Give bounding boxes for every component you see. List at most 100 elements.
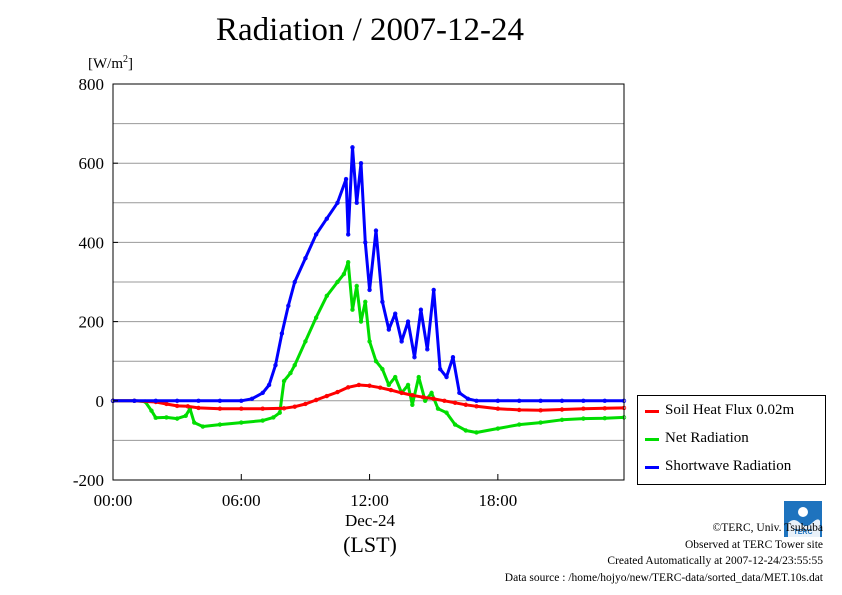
credits-source: Data source : /home/hojyo/new/TERC-data/… bbox=[504, 571, 823, 584]
data-point-0 bbox=[356, 382, 362, 388]
data-point-0 bbox=[378, 385, 383, 390]
data-point-0 bbox=[174, 403, 180, 409]
data-point-2 bbox=[153, 398, 158, 403]
data-point-2 bbox=[343, 176, 349, 182]
data-point-2 bbox=[239, 398, 244, 403]
data-point-1 bbox=[324, 293, 330, 299]
data-point-0 bbox=[239, 406, 244, 411]
data-point-1 bbox=[380, 366, 385, 372]
data-point-2 bbox=[474, 398, 479, 403]
data-point-1 bbox=[373, 359, 379, 364]
y-tick-label: 600 bbox=[79, 154, 105, 173]
data-point-1 bbox=[367, 339, 372, 344]
legend-label-net-radiation: Net Radiation bbox=[665, 430, 749, 446]
data-point-0 bbox=[388, 387, 394, 393]
series-line-1 bbox=[113, 260, 625, 434]
data-point-0 bbox=[335, 389, 340, 395]
data-point-0 bbox=[420, 395, 426, 400]
data-point-2 bbox=[517, 398, 522, 403]
data-point-2 bbox=[367, 287, 372, 293]
data-point-1 bbox=[277, 410, 282, 415]
series-group bbox=[110, 145, 627, 435]
data-point-1 bbox=[444, 410, 449, 415]
credits-created: Created Automatically at 2007-12-24/23:5… bbox=[607, 555, 823, 567]
data-point-2 bbox=[279, 331, 285, 336]
data-point-0 bbox=[431, 396, 436, 402]
data-point-0 bbox=[442, 398, 447, 403]
data-point-2 bbox=[354, 200, 359, 205]
data-point-1 bbox=[303, 339, 308, 344]
data-point-2 bbox=[217, 398, 223, 403]
data-point-2 bbox=[313, 232, 319, 237]
data-point-0 bbox=[410, 393, 415, 398]
data-point-1 bbox=[313, 315, 319, 320]
data-point-1 bbox=[345, 260, 351, 265]
data-point-1 bbox=[358, 319, 364, 324]
y-tick-label: 200 bbox=[79, 313, 105, 332]
data-point-1 bbox=[517, 422, 522, 427]
data-point-2 bbox=[393, 311, 398, 316]
data-point-2 bbox=[132, 398, 137, 403]
data-point-1 bbox=[559, 417, 565, 423]
data-point-0 bbox=[452, 400, 458, 405]
x-tick-label: 06:00 bbox=[222, 491, 261, 510]
data-point-1 bbox=[271, 415, 276, 420]
y-tick-label: -200 bbox=[73, 471, 104, 490]
data-point-1 bbox=[200, 424, 205, 429]
legend-item-shortwave-radiation: Shortwave Radiation bbox=[638, 456, 825, 478]
data-point-1 bbox=[602, 416, 607, 421]
data-point-0 bbox=[196, 405, 201, 411]
data-point-2 bbox=[465, 396, 471, 402]
logo-text: TERC bbox=[793, 529, 812, 536]
data-point-1 bbox=[260, 418, 265, 423]
x-tick-label: 12:00 bbox=[350, 491, 389, 510]
data-point-1 bbox=[581, 416, 586, 421]
data-point-1 bbox=[393, 374, 398, 380]
data-point-0 bbox=[538, 408, 543, 413]
credits-observed: Observed at TERC Tower site bbox=[684, 538, 823, 551]
x-ticks: 00:00 06:00 12:00 18:00 bbox=[94, 474, 517, 510]
data-point-2 bbox=[405, 319, 411, 324]
data-point-1 bbox=[416, 374, 421, 380]
legend-label-shortwave-radiation: Shortwave Radiation bbox=[665, 458, 792, 474]
data-point-2 bbox=[412, 355, 417, 360]
y-axis-unit: [W/m2] bbox=[88, 54, 133, 73]
data-point-1 bbox=[363, 299, 368, 304]
data-point-2 bbox=[538, 398, 543, 403]
data-point-2 bbox=[444, 374, 449, 380]
legend-item-net-radiation: Net Radiation bbox=[638, 428, 825, 450]
data-point-2 bbox=[350, 145, 355, 150]
data-point-2 bbox=[373, 228, 379, 233]
data-point-1 bbox=[164, 415, 169, 420]
data-point-2 bbox=[292, 279, 297, 285]
y-tick-label: 0 bbox=[96, 392, 105, 411]
data-point-2 bbox=[559, 398, 565, 403]
data-point-2 bbox=[358, 160, 364, 166]
data-point-2 bbox=[380, 299, 385, 304]
data-point-1 bbox=[350, 307, 355, 312]
x-tick-label: 00:00 bbox=[94, 491, 133, 510]
y-tick-label: 400 bbox=[79, 233, 105, 252]
data-point-0 bbox=[345, 385, 351, 390]
plot-frame bbox=[112, 83, 625, 481]
data-point-2 bbox=[431, 287, 436, 293]
data-point-0 bbox=[517, 407, 522, 413]
data-point-0 bbox=[474, 404, 479, 409]
data-point-2 bbox=[425, 347, 430, 352]
data-point-1 bbox=[341, 271, 347, 277]
data-point-2 bbox=[196, 398, 201, 403]
data-point-0 bbox=[463, 402, 468, 407]
data-point-0 bbox=[292, 404, 297, 409]
legend-item-soil-heat-flux: Soil Heat Flux 0.02m bbox=[638, 400, 825, 422]
x-axis-label: (LST) bbox=[343, 532, 397, 557]
data-point-1 bbox=[435, 406, 441, 411]
y-axis-unit-prefix: [W/m bbox=[88, 56, 123, 72]
data-point-0 bbox=[559, 407, 565, 412]
data-point-1 bbox=[386, 382, 392, 388]
data-point-1 bbox=[495, 426, 501, 431]
data-point-1 bbox=[239, 420, 244, 425]
data-point-2 bbox=[363, 240, 368, 245]
data-point-1 bbox=[354, 283, 359, 289]
data-point-1 bbox=[452, 422, 458, 427]
